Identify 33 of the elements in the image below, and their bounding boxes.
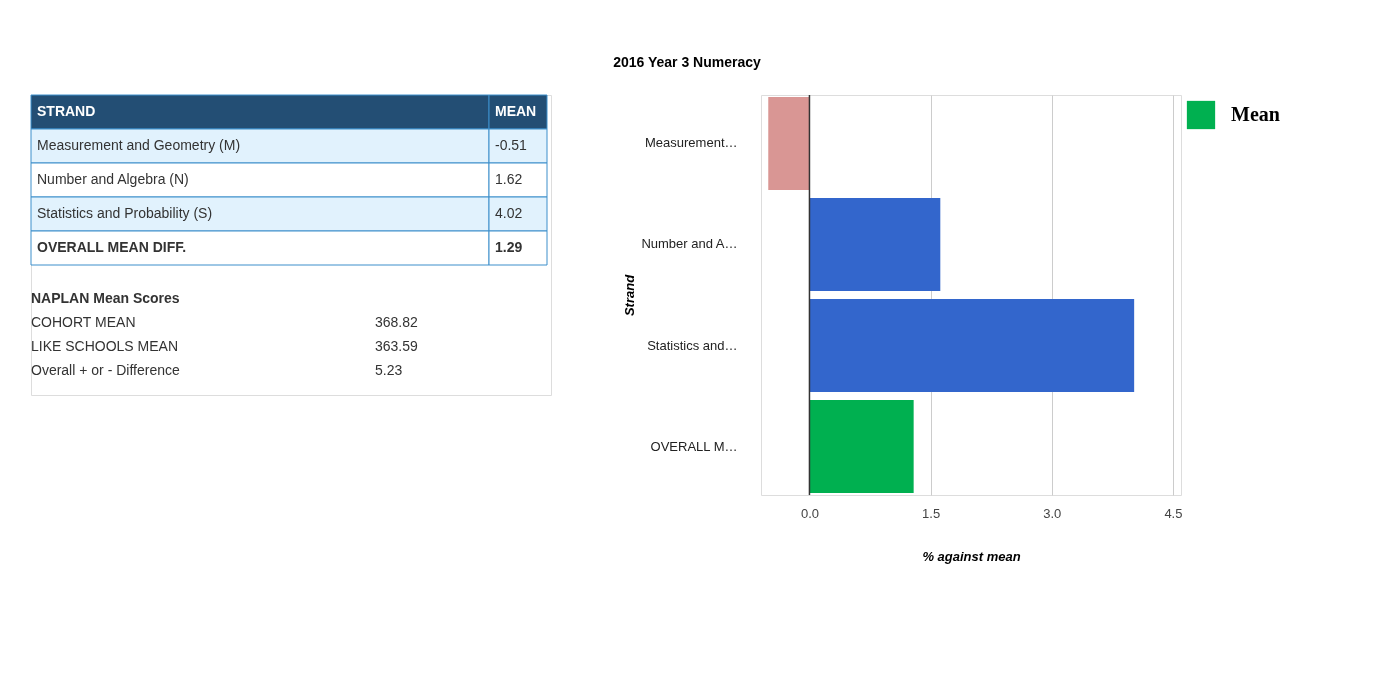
x-axis-title: % against mean — [922, 548, 1021, 564]
text: MEAN — [495, 103, 537, 119]
y-tick-label: Statistics and… — [647, 337, 738, 353]
y-tick-label: Measurement… — [645, 135, 738, 151]
text: 4.02 — [495, 205, 523, 221]
text: 1.29 — [495, 239, 523, 255]
text: COHORT MEAN — [31, 314, 136, 330]
text: 5.23 — [375, 362, 403, 378]
text: 368.82 — [375, 314, 419, 330]
y-axis-title: Strand — [621, 273, 637, 317]
text: Overall + or - Difference — [31, 362, 180, 378]
text: Statistics and Probability (S) — [37, 205, 213, 221]
text: NAPLAN Mean Scores — [31, 290, 180, 306]
x-tick-label: 0.0 — [800, 505, 819, 521]
chart-title: 2016 Year 3 Numeracy — [613, 54, 762, 71]
text: 363.59 — [375, 338, 419, 354]
legend-label: Mean — [1231, 103, 1280, 125]
text: 1.62 — [495, 171, 523, 187]
y-tick-label: OVERALL M… — [650, 438, 738, 454]
bar — [809, 198, 941, 291]
bar — [768, 97, 810, 190]
text: OVERALL MEAN DIFF. — [37, 239, 187, 255]
text: Measurement and Geometry (M) — [37, 137, 241, 153]
text: Number and Algebra (N) — [37, 171, 189, 187]
bar — [809, 299, 1135, 392]
text: -0.51 — [495, 137, 528, 153]
x-tick-label: 4.5 — [1164, 505, 1183, 521]
text: STRAND — [37, 103, 96, 119]
bar — [809, 400, 914, 493]
y-tick-label: Number and A… — [641, 236, 738, 252]
x-tick-label: 1.5 — [922, 505, 941, 521]
x-tick-label: 3.0 — [1043, 505, 1062, 521]
text: LIKE SCHOOLS MEAN — [31, 338, 179, 354]
